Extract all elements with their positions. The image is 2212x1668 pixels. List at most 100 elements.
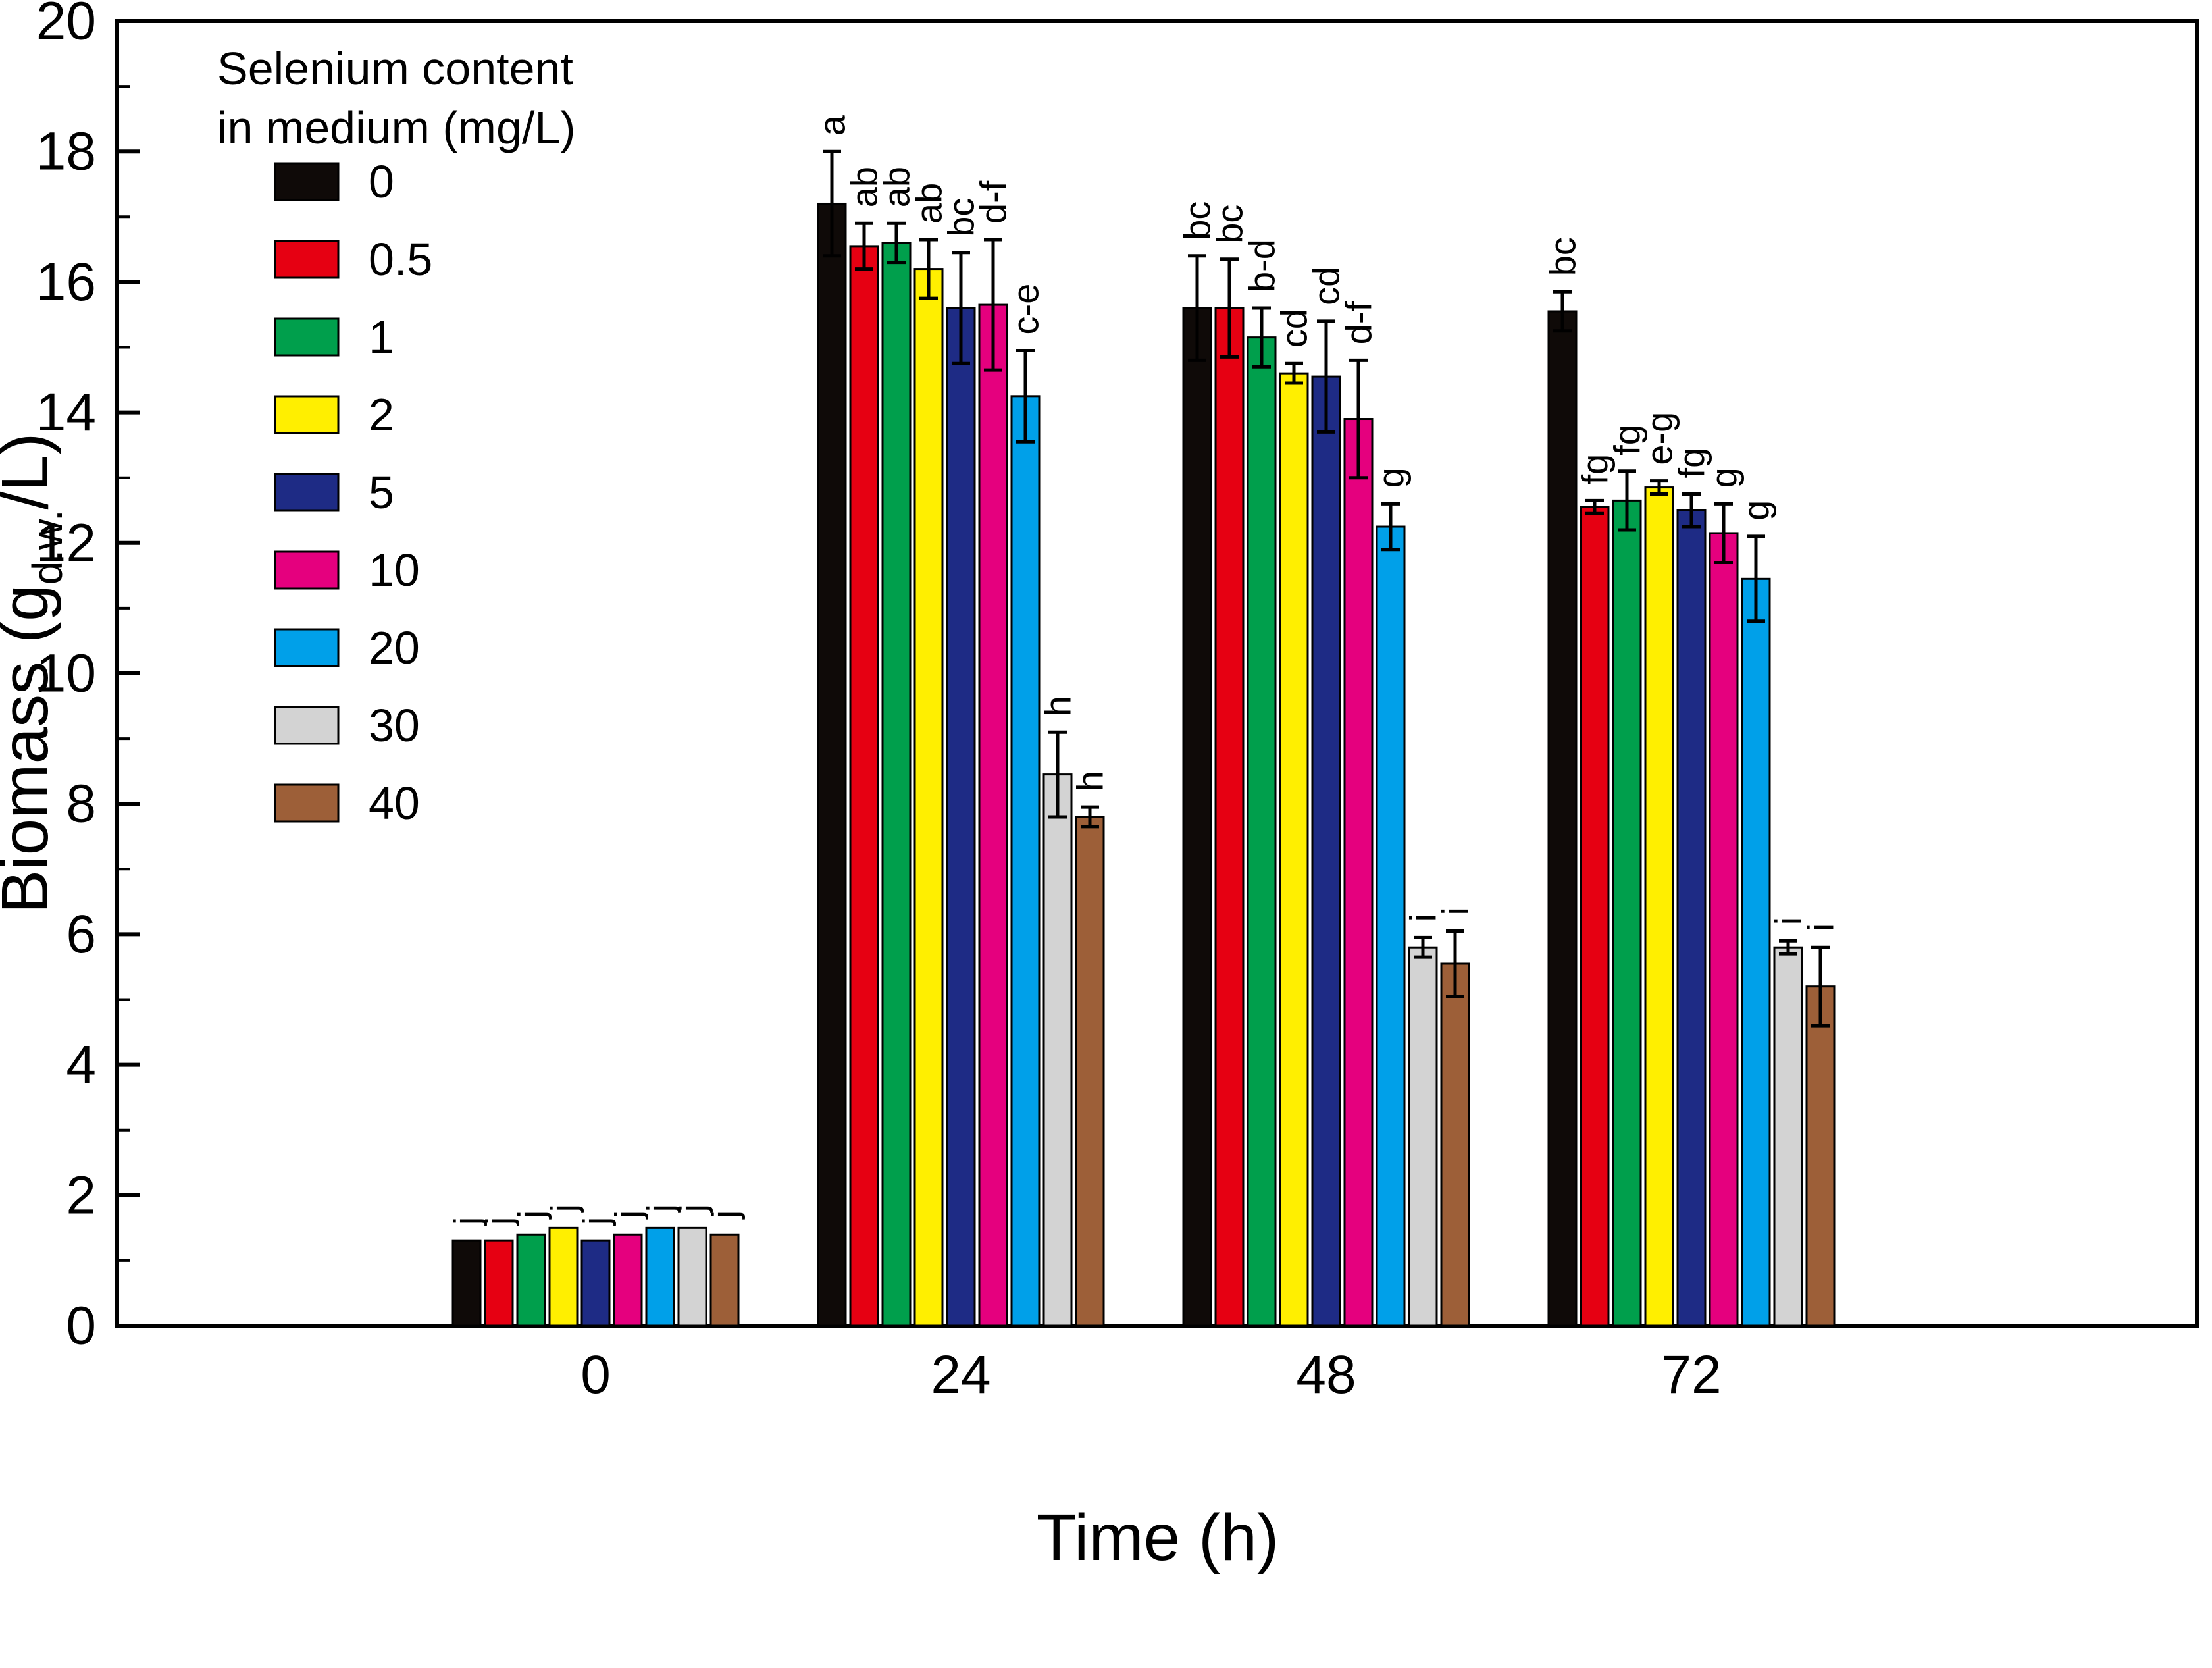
bar-se0.5-t72 [1580, 506, 1610, 1327]
bar-se20-t72 [1741, 577, 1771, 1327]
y-tick-label: 0 [66, 1296, 96, 1356]
bar-se0.5-t24 [849, 245, 879, 1327]
bar-se10-t48 [1343, 418, 1374, 1327]
bar-se2-t24 [913, 268, 944, 1327]
bar-se0-t48 [1182, 307, 1212, 1327]
sig-label: j [511, 1211, 552, 1220]
legend-swatch-20 [274, 628, 340, 667]
bar-se20-t24 [1010, 395, 1041, 1327]
sig-label: bc [1209, 205, 1250, 244]
bar-se10-t0 [613, 1233, 643, 1327]
bar-se40-t0 [709, 1233, 740, 1327]
sig-label: j [478, 1217, 520, 1226]
legend-swatch-2 [274, 395, 340, 434]
x-tick-label: 24 [931, 1345, 990, 1405]
sig-label: ab [844, 167, 885, 207]
bar-se30-t24 [1042, 773, 1073, 1327]
sig-label: b-d [1241, 239, 1283, 292]
bar-se0.5-t0 [484, 1239, 514, 1327]
y-tick-label: 4 [66, 1035, 96, 1095]
y-tick-label: 8 [66, 774, 96, 834]
sig-label: cd [1273, 309, 1315, 348]
bar-se2-t72 [1644, 486, 1674, 1327]
sig-label: j [640, 1204, 681, 1213]
legend-label-30: 30 [369, 700, 420, 751]
bar-se1-t72 [1612, 499, 1642, 1327]
legend-label-2: 2 [369, 389, 394, 440]
chart-generated-layer: 024681012141618200jjjjjjjjj24aabababbcd-… [0, 0, 2199, 1405]
legend-swatch-30 [274, 706, 340, 745]
legend-label-0: 0 [369, 156, 394, 207]
legend-swatch-5 [274, 473, 340, 512]
legend-swatch-40 [274, 783, 340, 823]
bar-se5-t72 [1676, 509, 1707, 1327]
x-tick-label: 72 [1661, 1345, 1721, 1405]
bar-se2-t48 [1279, 372, 1309, 1327]
x-tick-label: 48 [1296, 1345, 1356, 1405]
sig-label: bc [940, 198, 982, 237]
sig-label: a [811, 115, 853, 136]
sig-label: j [575, 1217, 617, 1226]
sig-label: e-g [1639, 412, 1680, 465]
bar-se1-t0 [516, 1233, 546, 1327]
bar-se40-t24 [1075, 816, 1105, 1327]
bar-se30-t0 [677, 1226, 707, 1327]
legend-label-5: 5 [369, 467, 394, 518]
legend-swatch-0 [274, 162, 340, 201]
y-tick-label: 6 [66, 904, 96, 964]
bar-se10-t24 [978, 303, 1008, 1327]
x-tick-label: 0 [580, 1345, 611, 1405]
sig-label: j [543, 1204, 584, 1213]
bar-se20-t0 [645, 1226, 675, 1327]
sig-label: c-e [1005, 284, 1046, 335]
bar-se10-t72 [1709, 532, 1739, 1327]
bar-se30-t72 [1773, 946, 1803, 1327]
y-tick-label: 18 [36, 122, 96, 182]
sig-label: bc [1542, 237, 1583, 276]
y-tick-label: 20 [36, 0, 96, 51]
sig-label: h [1069, 771, 1111, 791]
legend-label-0.5: 0.5 [369, 234, 432, 285]
sig-label: cd [1306, 267, 1347, 305]
bar-se0-t0 [451, 1239, 482, 1327]
legend-label-40: 40 [369, 777, 420, 829]
sig-label: j [704, 1211, 746, 1220]
bar-se20-t48 [1376, 525, 1406, 1327]
sig-label: i [1800, 924, 1841, 931]
bar-se5-t0 [580, 1239, 611, 1327]
legend-title-line-1: Selenium content [217, 43, 573, 94]
bar-se1-t48 [1247, 336, 1277, 1327]
legend-swatch-1 [274, 317, 340, 357]
y-axis-title: Biomass (gd.w./L) [0, 433, 71, 914]
sig-label: bc [1177, 201, 1218, 240]
bar-se30-t48 [1408, 946, 1438, 1327]
y-tick-label: 14 [36, 382, 96, 442]
bar-se0-t72 [1547, 310, 1578, 1327]
bar-se5-t48 [1311, 375, 1341, 1327]
sig-label: g [1370, 467, 1412, 488]
y-tick-label: 12 [36, 513, 96, 573]
x-axis-title: Time (h) [1037, 1501, 1279, 1575]
sig-label: fg [1574, 454, 1616, 485]
sig-label: g [1703, 467, 1745, 488]
sig-label: ab [876, 167, 917, 207]
bar-se2-t0 [548, 1226, 579, 1327]
sig-label: g [1736, 500, 1777, 521]
sig-label: d-f [973, 180, 1014, 224]
sig-label: i [1768, 917, 1809, 925]
bar-se5-t24 [946, 307, 976, 1327]
bar-se40-t72 [1805, 985, 1836, 1327]
bar-se40-t48 [1440, 962, 1470, 1327]
sig-label: fg [1671, 448, 1712, 479]
sig-label: ab [908, 183, 950, 224]
sig-label: j [672, 1204, 713, 1213]
bar-se0-t24 [817, 202, 847, 1327]
sig-label: d-f [1338, 301, 1379, 345]
legend-label-10: 10 [369, 544, 420, 596]
sig-label: j [446, 1217, 488, 1226]
sig-label: i [1402, 914, 1444, 922]
plot-frame [115, 19, 2199, 1328]
legend-label-1: 1 [369, 311, 394, 363]
